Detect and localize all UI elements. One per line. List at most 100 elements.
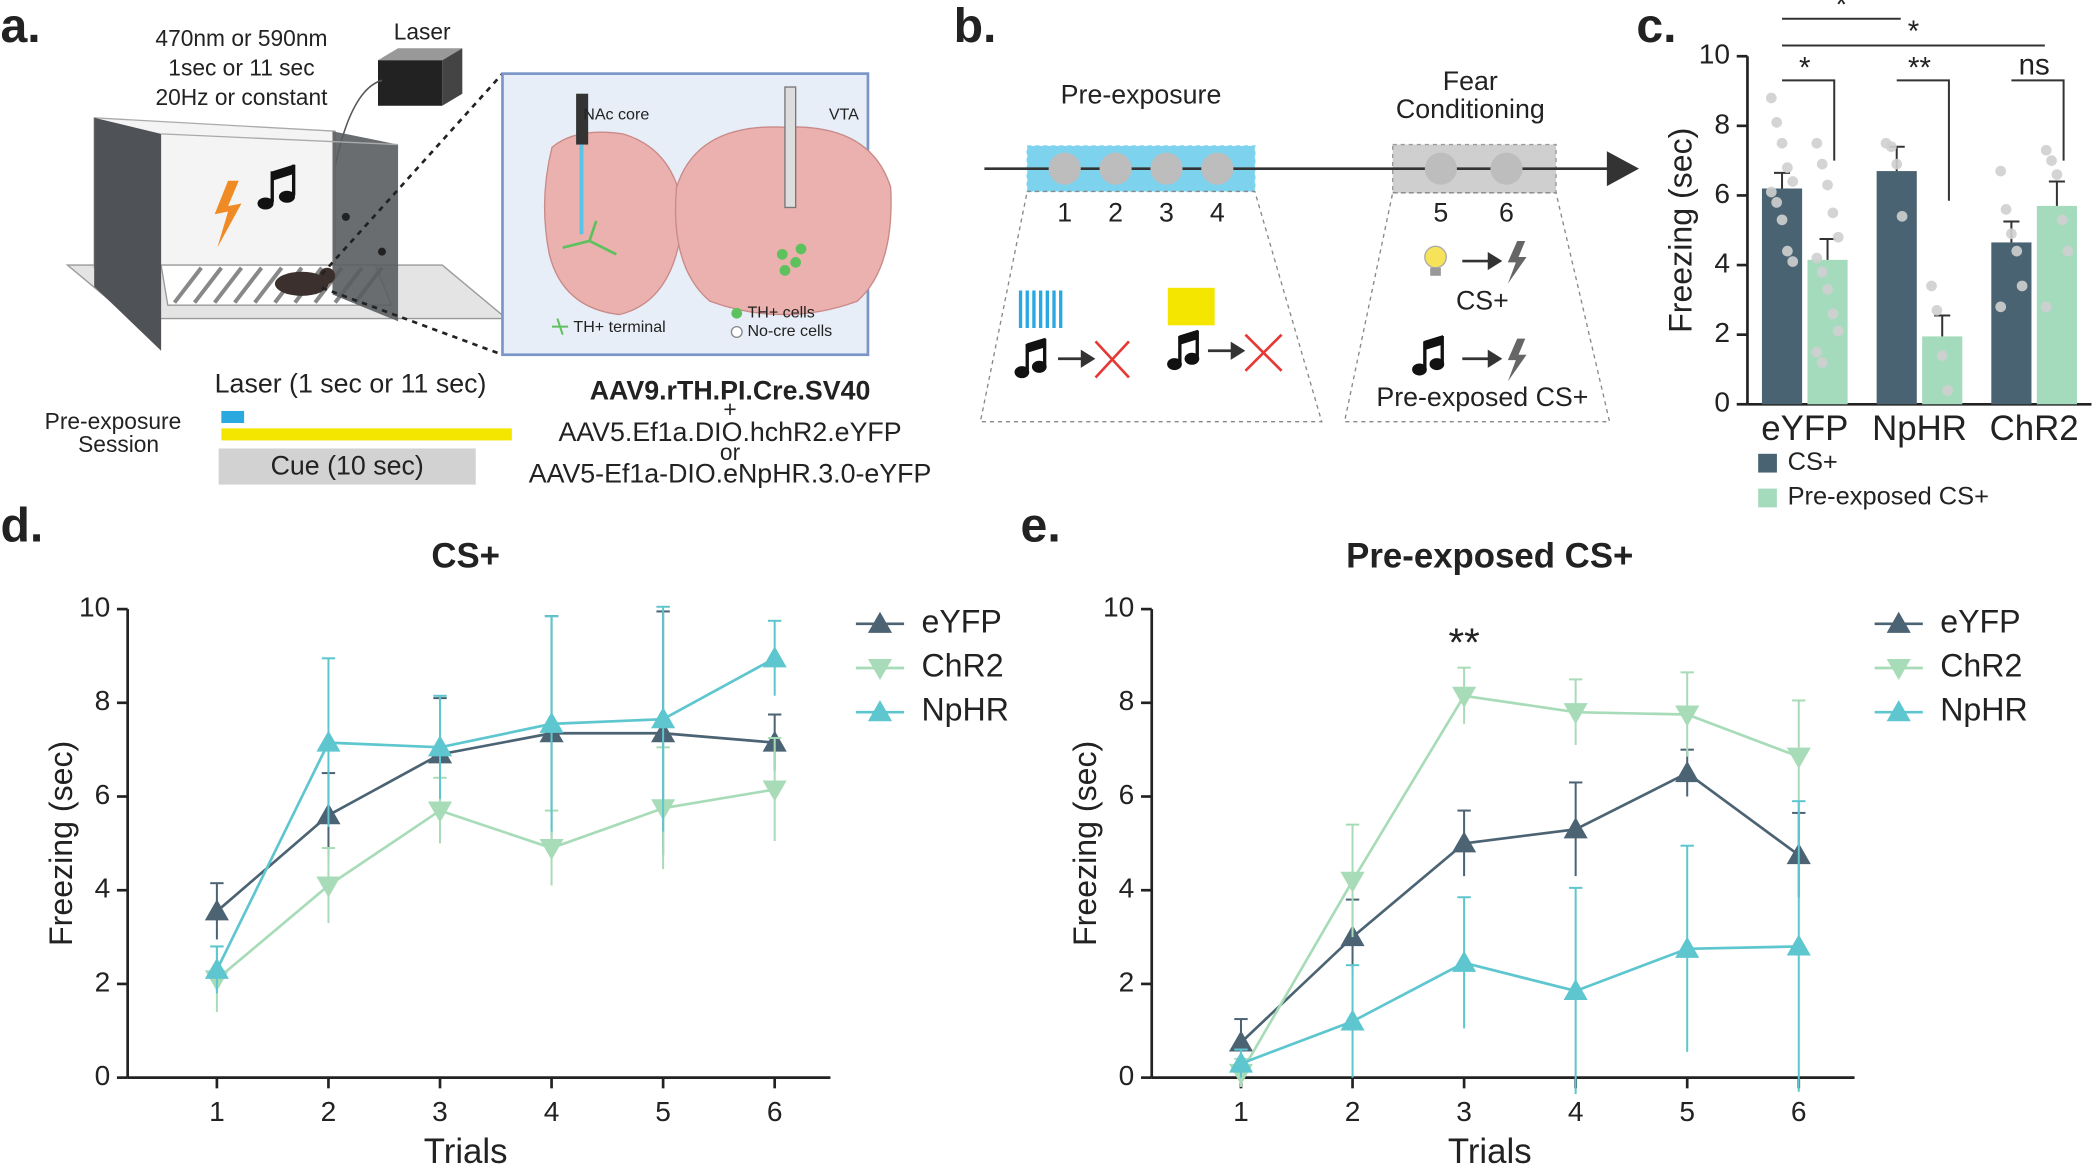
data-point: [2016, 280, 2028, 292]
text: 470nm or 590nm: [155, 25, 327, 51]
data-point: [2040, 301, 2052, 313]
legend-marker: [1886, 658, 1911, 681]
light-icon: [1018, 290, 1063, 328]
marker: [427, 801, 453, 823]
data-point: [1827, 207, 1839, 219]
data-point: [1782, 245, 1793, 257]
data-point: [1896, 210, 1908, 222]
y-tick-label: 4: [1119, 873, 1135, 904]
laser-box: [377, 48, 463, 61]
panel-label: d.: [0, 499, 43, 553]
marker: [1786, 747, 1811, 769]
marker: [1452, 686, 1477, 708]
y-axis-title: Freezing (sec): [43, 741, 79, 946]
marker: [1452, 831, 1477, 853]
zoom-line: [320, 72, 504, 276]
marker: [1228, 1030, 1254, 1052]
marker: [762, 646, 787, 668]
x-tick-label: NpHR: [1872, 409, 1967, 448]
data-point: [1816, 266, 1828, 278]
data-point: [1926, 280, 1937, 292]
cells: [776, 243, 807, 276]
shock-icon: [214, 180, 242, 248]
x-axis-title: Trials: [424, 1132, 508, 1170]
data-point: [1811, 137, 1823, 149]
panel-b: b. Pre-exposure Fear Conditioning 1 2 3 …: [954, 0, 1640, 423]
data-point: [1811, 252, 1823, 264]
data-point: [1765, 186, 1777, 198]
data-point: [1886, 141, 1897, 153]
text: Conditioning: [1396, 94, 1545, 124]
data-point: [1942, 385, 1953, 396]
timeline-arrow: [1606, 151, 1640, 187]
sig-bracket: [1782, 79, 1836, 161]
text: 1sec or 11 sec: [168, 55, 314, 81]
data-point: [1816, 357, 1828, 368]
music-icon: [257, 164, 296, 210]
legend-marker: [867, 700, 893, 722]
y-tick-label: 2: [95, 966, 111, 997]
data-point: [1776, 214, 1788, 226]
marker: [427, 735, 453, 757]
legend-label: ChR2: [921, 647, 1003, 683]
x-tick-label: 4: [1568, 1096, 1584, 1127]
marker: [204, 957, 229, 979]
marker: [539, 711, 564, 733]
legend-marker: [1886, 700, 1911, 722]
text: CS+: [1456, 286, 1509, 316]
text: or: [720, 439, 741, 465]
marker: [1340, 871, 1365, 893]
marker: [1675, 705, 1700, 727]
annotation: **: [1448, 620, 1479, 665]
data-point: [1765, 92, 1777, 104]
text: TH+ cells: [747, 303, 814, 321]
trial-number: 2: [1108, 197, 1123, 227]
x-tick-label: 5: [655, 1096, 671, 1127]
series-line: [1240, 771, 1800, 1044]
series-line: [1240, 945, 1799, 1065]
x-tick-label: 1: [209, 1096, 225, 1127]
y-tick-label: 10: [1103, 592, 1134, 623]
bulb-icon: [1424, 245, 1447, 269]
cell-icon: [730, 325, 743, 339]
data-point: [2000, 204, 2012, 215]
sig-bracket: [1896, 79, 1950, 201]
text: AAV5-Ef1a-DIO.eNpHR.3.0-eYFP: [529, 458, 932, 488]
text: Fear: [1443, 66, 1498, 96]
marker: [651, 707, 676, 729]
laser-box: [442, 48, 463, 106]
legend-label: NpHR: [1940, 692, 2027, 728]
data-point: [2056, 214, 2068, 226]
text: Session: [78, 431, 159, 457]
series-line: [1239, 694, 1800, 1074]
arrow-icon: [1058, 251, 1503, 368]
y-tick-label: 6: [95, 779, 111, 810]
y-tick-label: 4: [95, 873, 111, 904]
x-tick-label: 1: [1233, 1096, 1249, 1127]
mouse: [319, 267, 336, 284]
annotation: **: [1908, 51, 1931, 84]
marker: [1786, 934, 1811, 956]
data-point: [1822, 179, 1833, 191]
marker: [1228, 1051, 1254, 1073]
text: AAV9.rTH.PI.Cre.SV40: [590, 375, 871, 405]
data-point: [1787, 256, 1799, 267]
data-point: [1787, 176, 1799, 187]
data-point: [2051, 169, 2063, 180]
data-point: [1891, 158, 1903, 170]
data-point: [1995, 301, 2007, 313]
legend-label: Pre-exposed CS+: [1788, 483, 1989, 511]
port: [377, 247, 387, 256]
y-tick-label: 8: [95, 685, 111, 716]
text: No-cre cells: [747, 322, 832, 340]
panel-label: e.: [1021, 499, 1061, 553]
text: Laser (1 sec or 11 sec): [215, 369, 487, 399]
data-point: [2046, 155, 2057, 166]
x-tick-label: ChR2: [1990, 409, 2079, 448]
panel-label: c.: [1636, 0, 1676, 53]
y-tick-label: 8: [1119, 685, 1135, 716]
brain-section: [543, 131, 684, 316]
panel-a: a. 470nm or 590nm 1sec or 11 sec 20Hz or…: [0, 0, 931, 488]
shock-icon: [1507, 240, 1527, 284]
legend-label: eYFP: [921, 603, 1001, 639]
